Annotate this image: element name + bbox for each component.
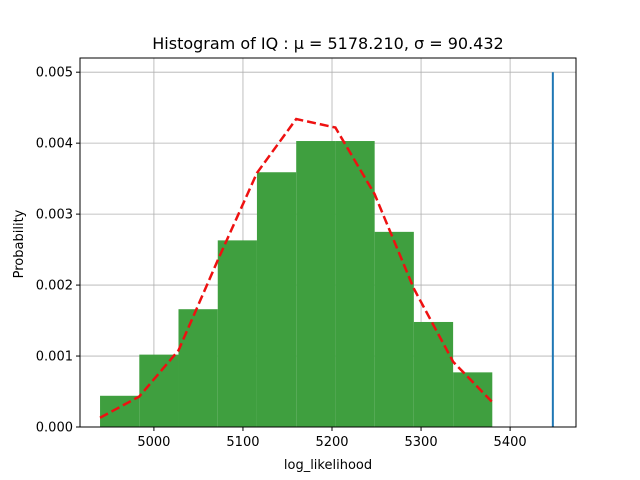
y-tick-label: 0.002 (36, 279, 73, 294)
x-tick-label: 5200 (315, 435, 348, 450)
y-tick-label: 0.004 (36, 137, 73, 152)
chart-title: Histogram of IQ : μ = 5178.210, σ = 90.4… (152, 34, 503, 53)
histogram-bar (100, 395, 140, 427)
histogram-bar (139, 354, 179, 427)
y-tick-label: 0.001 (36, 350, 73, 365)
histogram-bar (256, 172, 297, 427)
x-axis-label: log_likelihood (284, 458, 372, 473)
y-tick-label: 0.005 (36, 66, 73, 81)
normal-fit-curve (99, 117, 494, 419)
histogram-bar (217, 240, 257, 427)
histogram-bar (296, 141, 336, 427)
x-tick-label: 5400 (494, 435, 527, 450)
histogram-bar (413, 321, 454, 427)
y-tick-label: 0.000 (36, 421, 73, 436)
histogram-bar (374, 231, 414, 427)
y-axis-label: Probability (12, 209, 27, 278)
x-tick-label: 5000 (137, 435, 170, 450)
histogram-bar (178, 309, 218, 427)
y-tick-label: 0.003 (36, 208, 73, 223)
histogram-bar (335, 141, 375, 427)
histogram-bars (100, 141, 493, 427)
x-tick-label: 5300 (405, 435, 438, 450)
y-axis-ticks: 0.000 0.001 0.002 0.003 0.004 0.005 (36, 66, 80, 436)
plot-frame (79, 57, 577, 428)
x-tick-label: 5100 (226, 435, 259, 450)
x-axis-ticks: 5000 5100 5200 5300 5400 (137, 427, 527, 450)
fit-curve-layer (99, 117, 494, 419)
